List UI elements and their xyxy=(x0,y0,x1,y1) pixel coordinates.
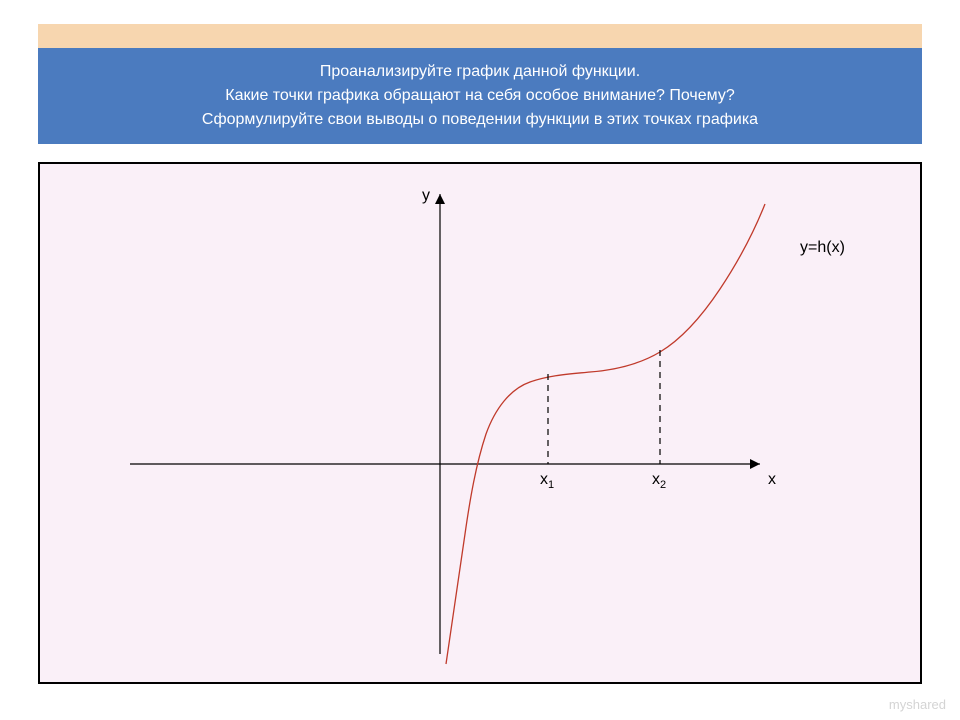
y-axis-label: y xyxy=(422,187,430,204)
header-text-block: Проанализируйте график данной функции. К… xyxy=(38,48,922,144)
header-line-3: Сформулируйте свои выводы о поведении фу… xyxy=(78,108,882,132)
x-axis-arrow xyxy=(750,459,760,469)
x1-label: x1 xyxy=(540,471,554,491)
x-axis-label: x xyxy=(768,471,776,488)
watermark: myshared xyxy=(889,697,946,712)
function-curve xyxy=(446,204,765,664)
chart-svg: y x x1 x2 y=h(x) xyxy=(40,164,920,682)
y-axis-arrow xyxy=(435,194,445,204)
x2-label: x2 xyxy=(652,471,666,491)
slide-page: Проанализируйте график данной функции. К… xyxy=(0,0,960,720)
header-line-1: Проанализируйте график данной функции. xyxy=(78,60,882,84)
chart-container: y x x1 x2 y=h(x) xyxy=(38,162,922,684)
header-line-2: Какие точки графика обращают на себя осо… xyxy=(78,84,882,108)
function-label: y=h(x) xyxy=(800,239,845,256)
